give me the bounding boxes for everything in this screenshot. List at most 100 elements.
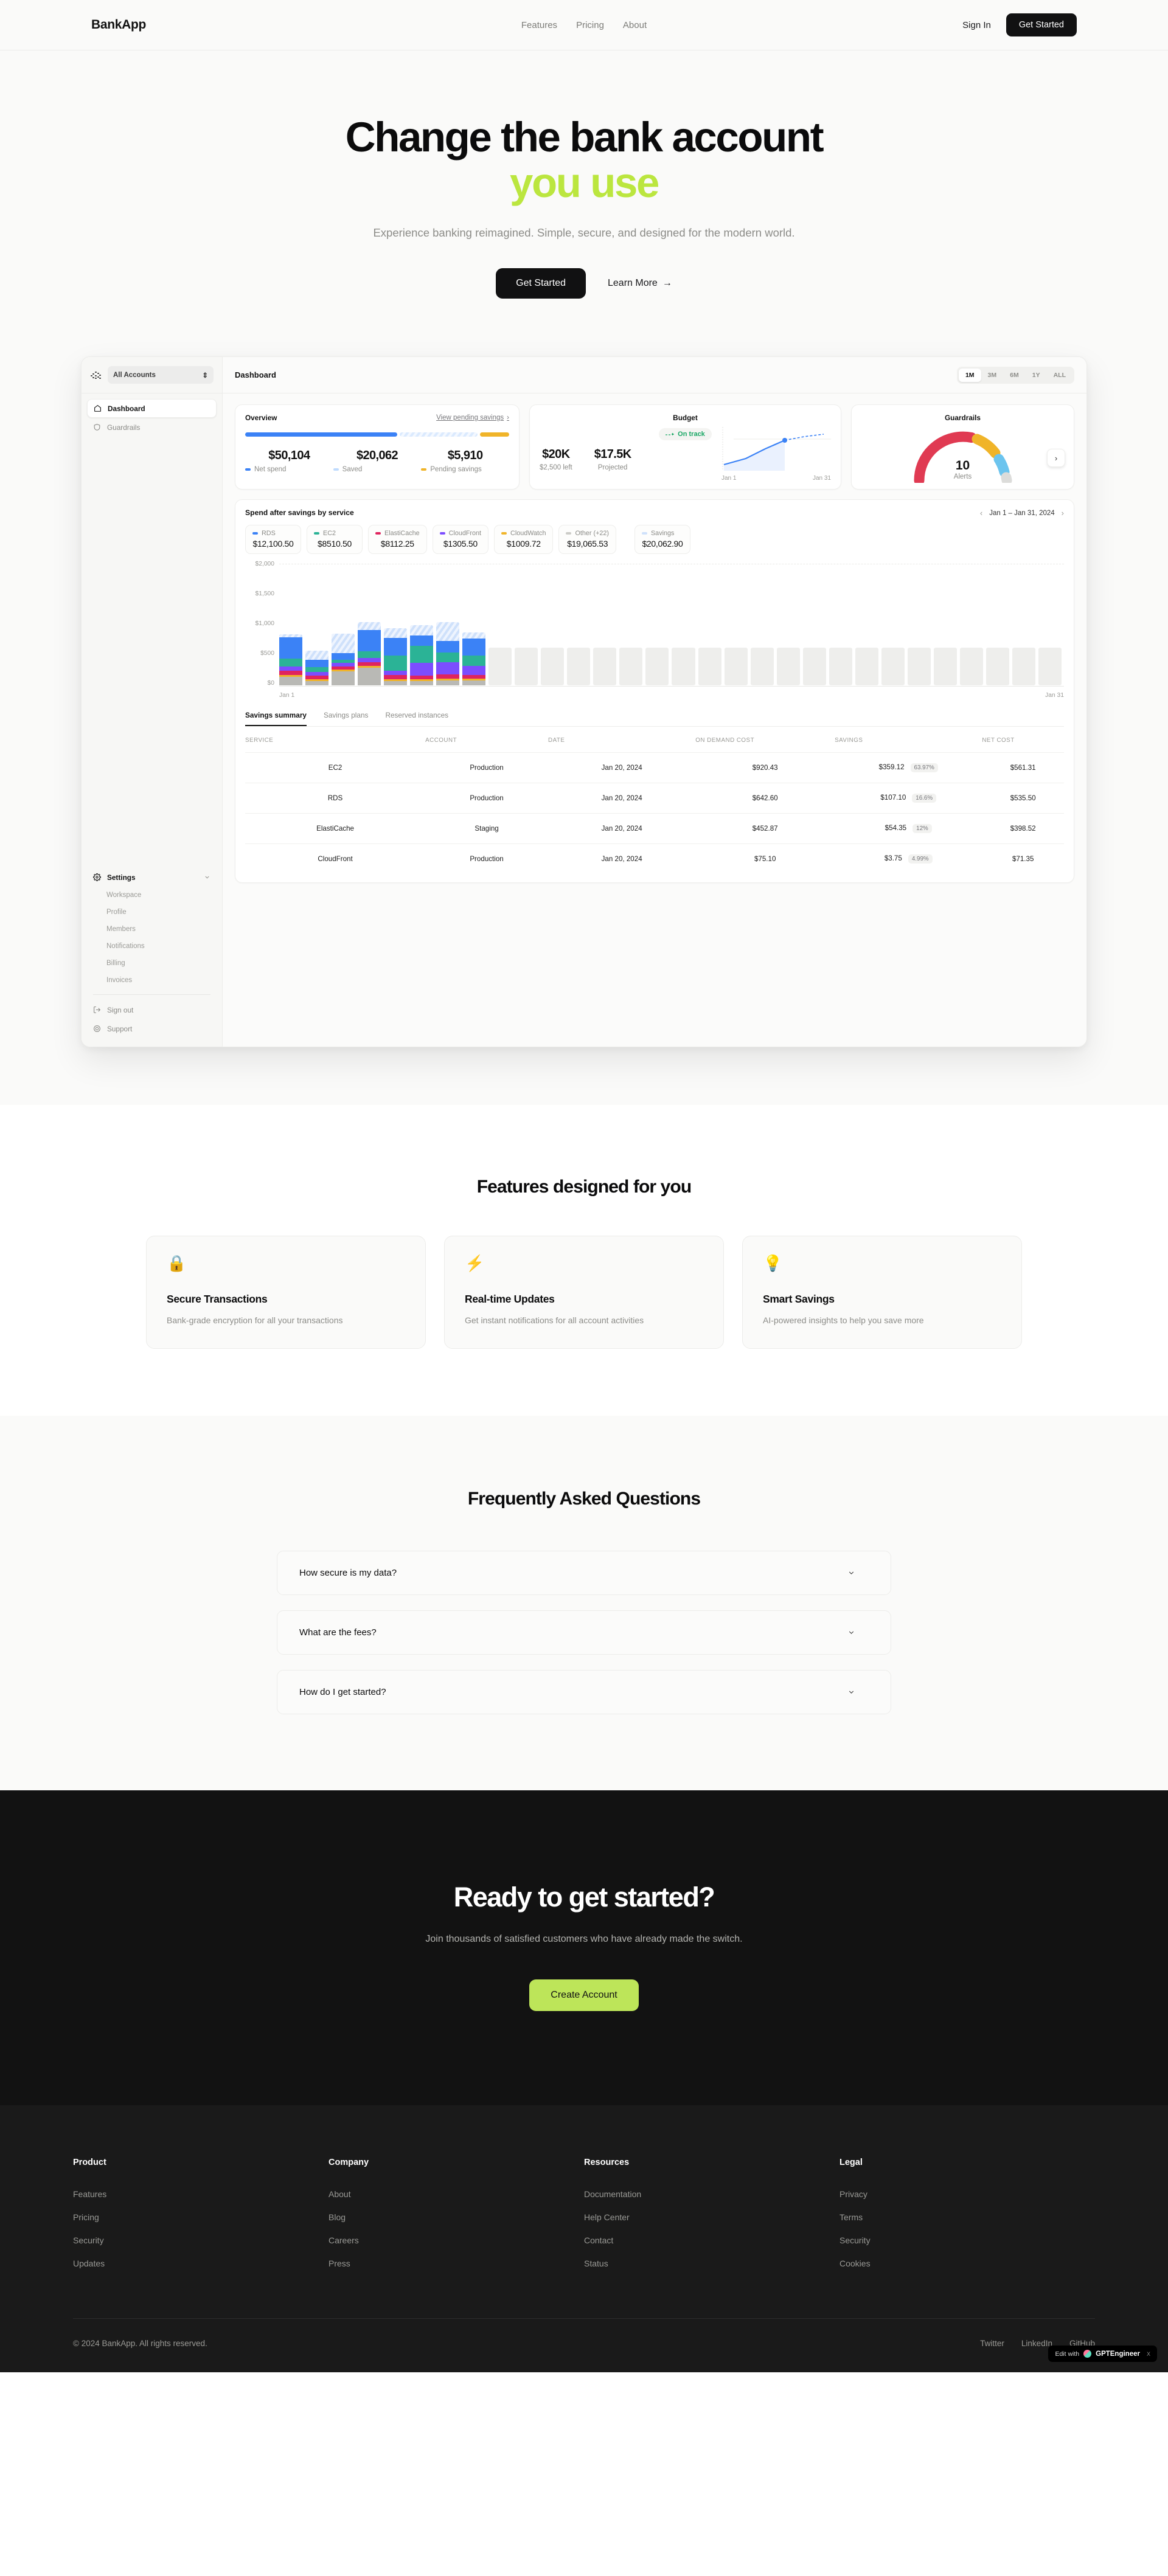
sidebar-subitem-billing[interactable]: Billing: [106, 960, 125, 968]
range-tab-6m[interactable]: 6M: [1010, 371, 1019, 379]
gptengineer-badge[interactable]: Edit with GPTEngineer X: [1048, 2346, 1157, 2363]
legend-item-cloudwatch[interactable]: CloudWatch $1009.72: [494, 525, 554, 555]
table-row[interactable]: EC2 Production Jan 20, 2024 $920.43 $359.12 6…: [245, 752, 1064, 783]
hero-learn-more-link[interactable]: Learn More →: [608, 278, 672, 289]
bar-column[interactable]: [384, 628, 408, 686]
footer-link-company-3[interactable]: Press: [328, 2259, 350, 2269]
bar-column[interactable]: [279, 634, 303, 686]
bar-column[interactable]: [332, 634, 355, 686]
legend-item-elasticache[interactable]: ElastiCache $8112.25: [368, 525, 427, 555]
table-row[interactable]: ElastiCache Staging Jan 20, 2024 $452.87 $54…: [245, 813, 1064, 844]
bar-column[interactable]: [829, 648, 852, 686]
faq-item-0[interactable]: How secure is my data?: [277, 1551, 891, 1596]
brand-logo[interactable]: BankApp: [91, 18, 147, 32]
footer-link-resources-1[interactable]: Help Center: [584, 2212, 630, 2223]
sidebar-item-guardrails[interactable]: Guardrails: [87, 418, 217, 437]
bar-column[interactable]: [959, 648, 983, 686]
tab-savings-plans[interactable]: Savings plans: [323, 711, 369, 720]
footer-link-legal-3[interactable]: Cookies: [839, 2259, 871, 2269]
footer-link-legal-1[interactable]: Terms: [839, 2212, 863, 2223]
bar-column[interactable]: [724, 648, 748, 686]
sidebar-subitem-members[interactable]: Members: [106, 926, 136, 933]
range-tab-3m[interactable]: 3M: [987, 371, 997, 379]
sidebar-item-settings[interactable]: Settings: [87, 868, 217, 887]
badge-close-icon[interactable]: X: [1146, 2350, 1150, 2357]
nav-link-pricing[interactable]: Pricing: [576, 19, 604, 30]
social-link-linkedin[interactable]: LinkedIn: [1021, 2339, 1052, 2349]
nav-get-started-button[interactable]: Get Started: [1006, 13, 1077, 36]
footer-link-company-1[interactable]: Blog: [328, 2212, 346, 2223]
footer-link-product-2[interactable]: Security: [73, 2235, 104, 2246]
bar-column[interactable]: [515, 648, 538, 686]
legend-item-ec2[interactable]: EC2 $8510.50: [307, 525, 363, 555]
footer-link-legal-0[interactable]: Privacy: [839, 2189, 867, 2200]
table-row[interactable]: RDS Production Jan 20, 2024 $642.60 $107.10 1…: [245, 783, 1064, 814]
guardrails-next-button[interactable]: ›: [1047, 449, 1065, 468]
legend-item-other[interactable]: Other (+22) $19,065.53: [558, 525, 616, 555]
create-account-button[interactable]: Create Account: [529, 1979, 639, 2012]
bar-column[interactable]: [750, 648, 774, 686]
spark-date-end: Jan 31: [812, 475, 831, 482]
bar-column[interactable]: [619, 648, 643, 686]
sign-in-link[interactable]: Sign In: [962, 19, 991, 30]
bar-column[interactable]: [907, 648, 931, 686]
social-link-twitter[interactable]: Twitter: [980, 2339, 1004, 2349]
bar-column[interactable]: [933, 648, 957, 686]
bar-column[interactable]: [358, 622, 381, 686]
bar-column[interactable]: [1012, 648, 1035, 686]
tab-reserved-instances[interactable]: Reserved instances: [385, 711, 449, 720]
footer-link-resources-2[interactable]: Contact: [584, 2235, 614, 2246]
bar-column[interactable]: [436, 621, 460, 686]
bar-column[interactable]: [488, 648, 512, 686]
bar-column[interactable]: [462, 632, 486, 686]
bar-column[interactable]: [305, 650, 329, 686]
footer-link-product-1[interactable]: Pricing: [73, 2212, 99, 2223]
bar-column[interactable]: [881, 648, 905, 686]
sidebar-subitem-workspace[interactable]: Workspace: [106, 892, 142, 899]
sidebar-item-dashboard[interactable]: Dashboard: [87, 399, 217, 418]
legend-item-cloudfront[interactable]: CloudFront $1305.50: [432, 525, 489, 555]
bar-column[interactable]: [802, 648, 826, 686]
sidebar-subitem-profile[interactable]: Profile: [106, 909, 127, 916]
hero-get-started-button[interactable]: Get Started: [496, 268, 586, 299]
footer-link-product-0[interactable]: Features: [73, 2189, 107, 2200]
bar-column[interactable]: [645, 648, 669, 686]
net-spend-label: Net spend: [254, 466, 287, 474]
bar-column[interactable]: [698, 648, 721, 686]
bar-column[interactable]: [672, 648, 695, 686]
sidebar-subitem-invoices[interactable]: Invoices: [106, 977, 133, 985]
legend-item-rds[interactable]: RDS $12,100.50: [245, 525, 301, 555]
account-selector[interactable]: All Accounts ⇕: [108, 366, 214, 384]
footer-link-resources-0[interactable]: Documentation: [584, 2189, 642, 2200]
range-tab-1m[interactable]: 1M: [958, 368, 981, 382]
bar-column[interactable]: [985, 648, 1009, 686]
nav-link-about[interactable]: About: [622, 19, 647, 30]
chevron-left-icon[interactable]: ‹: [979, 508, 983, 518]
bar-column[interactable]: [410, 625, 434, 686]
range-tab-all[interactable]: ALL: [1053, 371, 1066, 379]
footer-link-resources-3[interactable]: Status: [584, 2259, 608, 2269]
bar-column[interactable]: [776, 648, 800, 686]
nav-link-features[interactable]: Features: [521, 19, 558, 30]
legend-item-savings[interactable]: Savings $20,062.90: [634, 525, 690, 555]
chevron-right-icon[interactable]: ›: [1061, 508, 1064, 518]
footer-link-company-0[interactable]: About: [328, 2189, 351, 2200]
footer-link-legal-2[interactable]: Security: [839, 2235, 871, 2246]
footer-link-company-2[interactable]: Careers: [328, 2235, 359, 2246]
sidebar-item-signout[interactable]: Sign out: [87, 1000, 217, 1019]
bar-column[interactable]: [855, 648, 878, 686]
sidebar-item-support[interactable]: Support: [87, 1019, 217, 1038]
table-row[interactable]: CloudFront Production Jan 20, 2024 $75.10 $3…: [245, 843, 1064, 874]
range-tab-1y[interactable]: 1Y: [1032, 371, 1040, 379]
bar-column[interactable]: [541, 648, 565, 686]
faq-item-1[interactable]: What are the fees?: [277, 1610, 891, 1655]
tab-savings-summary[interactable]: Savings summary: [245, 711, 307, 727]
sidebar-subitem-notifications[interactable]: Notifications: [106, 943, 145, 950]
faq-item-2[interactable]: How do I get started?: [277, 1670, 891, 1715]
footer-link-product-3[interactable]: Updates: [73, 2259, 105, 2269]
bar-column[interactable]: [567, 648, 591, 686]
view-pending-savings-link[interactable]: View pending savings ›: [436, 414, 509, 421]
bar-column[interactable]: [1038, 648, 1062, 686]
bar-column[interactable]: [593, 648, 617, 686]
top-navbar: BankApp Features Pricing About Sign In G…: [0, 0, 1168, 50]
